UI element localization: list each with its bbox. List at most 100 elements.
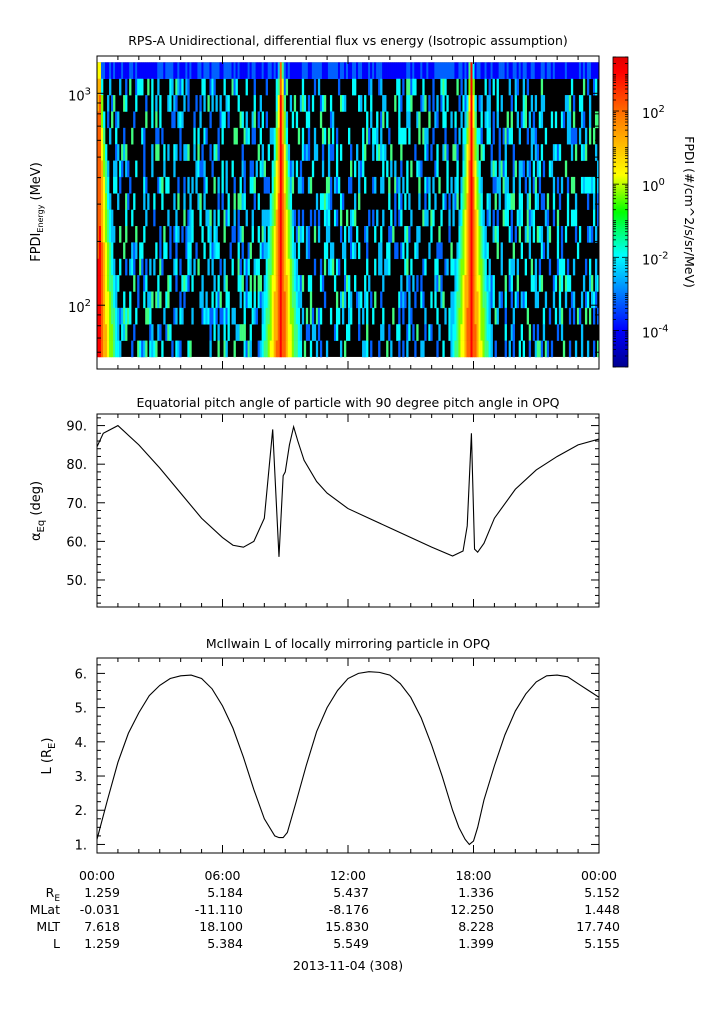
heatmap-cell <box>99 193 102 210</box>
heatmap-cell <box>488 95 491 112</box>
heatmap-cell <box>408 324 411 341</box>
heatmap-cell <box>159 291 162 309</box>
heatmap-cell <box>560 307 564 325</box>
heatmap-cell <box>428 242 431 260</box>
heatmap-cell <box>261 209 264 227</box>
heatmap-cell <box>420 160 423 178</box>
heatmap-cell <box>470 275 473 292</box>
heatmap-cell <box>496 226 499 243</box>
heatmap-cell <box>315 144 319 161</box>
heatmap-cell <box>392 307 395 325</box>
heatmap-cell <box>97 111 100 129</box>
heatmap-cell <box>237 209 240 227</box>
heatmap-cell <box>430 209 433 227</box>
heatmap-cell <box>468 62 471 80</box>
heatmap-cell <box>572 176 576 194</box>
heatmap-cell <box>161 62 164 80</box>
heatmap-cell <box>428 324 431 341</box>
heatmap-cell <box>542 95 546 112</box>
heatmap-cell <box>317 209 321 227</box>
heatmap-cell <box>366 340 369 358</box>
heatmap-cell <box>378 78 381 96</box>
heatmap-cell <box>570 209 574 227</box>
heatmap-cell <box>462 176 465 194</box>
heatmap-cell <box>558 291 562 309</box>
heatmap-cell <box>143 176 146 194</box>
heatmap-cell <box>103 111 106 129</box>
heatmap-cell <box>544 62 548 80</box>
heatmap-cell <box>275 62 279 80</box>
heatmap-cell <box>468 127 471 145</box>
heatmap-cell <box>289 176 293 194</box>
heatmap-cell <box>540 226 544 243</box>
heatmap-cell <box>101 78 104 96</box>
heatmap-cell <box>570 144 574 161</box>
heatmap-cell <box>185 62 188 80</box>
heatmap-cell <box>283 307 287 325</box>
heatmap-cell <box>223 78 226 96</box>
heatmap-cell <box>151 160 154 178</box>
heatmap-cell <box>245 340 248 358</box>
heatmap-cell <box>297 62 301 80</box>
heatmap-cell <box>438 226 441 243</box>
heatmap-cell <box>285 144 289 161</box>
heatmap-cell <box>325 340 329 358</box>
heatmap-cell <box>151 111 154 129</box>
heatmap-cell <box>237 95 240 112</box>
heatmap-cell <box>281 160 285 178</box>
heatmap-cell <box>173 226 176 243</box>
heatmap-cell <box>484 242 487 260</box>
heatmap-cell <box>179 127 182 145</box>
heatmap-cell <box>400 209 403 227</box>
heatmap-cell <box>484 275 487 292</box>
heatmap-cell <box>117 340 120 358</box>
heatmap-cell <box>400 242 403 260</box>
heatmap-cell <box>448 226 451 243</box>
heatmap-cell <box>430 324 433 341</box>
heatmap-cell <box>476 226 479 243</box>
heatmap-cell <box>460 78 463 96</box>
heatmap-cell <box>243 176 246 194</box>
heatmap-cell <box>103 144 106 161</box>
heatmap-cell <box>576 62 580 80</box>
heatmap-cell <box>454 307 457 325</box>
heatmap-cell <box>376 209 379 227</box>
heatmap-cell <box>550 62 554 80</box>
heatmap-cell <box>273 291 277 309</box>
heatmap-cell <box>552 62 556 80</box>
heatmap-cell <box>406 62 409 80</box>
heatmap-cell <box>530 258 534 276</box>
heatmap-cell <box>257 226 260 243</box>
heatmap-cell <box>99 258 102 276</box>
heatmap-cell <box>524 258 528 276</box>
heatmap-cell <box>398 176 401 194</box>
heatmap-cell <box>133 193 136 210</box>
heatmap-cell <box>384 144 387 161</box>
heatmap-cell <box>374 127 377 145</box>
heatmap-cell <box>486 340 489 358</box>
heatmap-cell <box>582 144 586 161</box>
heatmap-cell <box>181 226 184 243</box>
heatmap-cell <box>398 193 401 210</box>
heatmap-cell <box>416 62 419 80</box>
heatmap-cell <box>528 160 532 178</box>
heatmap-cell <box>271 209 275 227</box>
heatmap-cell <box>492 160 495 178</box>
heatmap-cell <box>141 62 144 80</box>
heatmap-cell <box>279 209 283 227</box>
heatmap-cell <box>596 340 599 358</box>
heatmap-cell <box>265 62 268 80</box>
heatmap-cell <box>422 340 425 358</box>
heatmap-cell <box>297 127 301 145</box>
heatmap-cell <box>199 160 202 178</box>
heatmap-cell <box>526 160 530 178</box>
heatmap-cell <box>113 226 116 243</box>
heatmap-cell <box>243 160 246 178</box>
heatmap-cell <box>400 127 403 145</box>
heatmap-cell <box>313 78 317 96</box>
heatmap-cell <box>476 209 479 227</box>
heatmap-cell <box>109 226 112 243</box>
heatmap-cell <box>293 291 297 309</box>
heatmap-cell <box>504 160 507 178</box>
heatmap-cell <box>283 258 287 276</box>
